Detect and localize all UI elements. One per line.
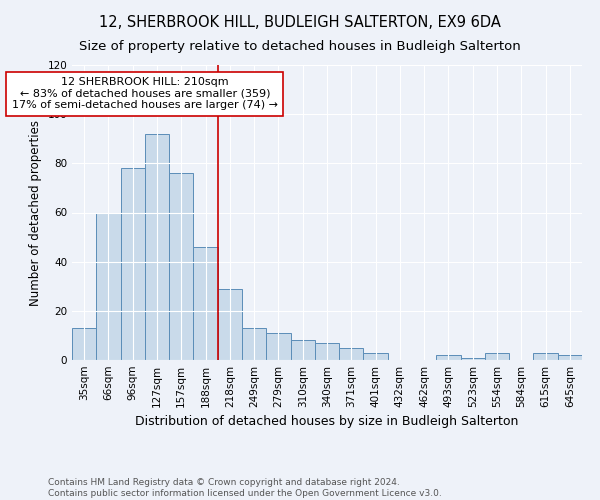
Bar (436, 355, 461, 360)
Bar (485, 352, 509, 360)
Bar (169, 173, 193, 360)
Text: Contains HM Land Registry data © Crown copyright and database right 2024.
Contai: Contains HM Land Registry data © Crown c… (48, 478, 442, 498)
X-axis label: Distribution of detached houses by size in Budleigh Salterton: Distribution of detached houses by size … (136, 416, 518, 428)
Bar (533, 352, 558, 360)
Bar (193, 247, 218, 360)
Bar (218, 288, 242, 360)
Bar (145, 134, 169, 360)
Bar (315, 343, 339, 360)
Text: 12, SHERBROOK HILL, BUDLEIGH SALTERTON, EX9 6DA: 12, SHERBROOK HILL, BUDLEIGH SALTERTON, … (99, 15, 501, 30)
Bar (339, 348, 364, 360)
Bar (266, 333, 290, 360)
Text: Size of property relative to detached houses in Budleigh Salterton: Size of property relative to detached ho… (79, 40, 521, 53)
Text: 12 SHERBROOK HILL: 210sqm
← 83% of detached houses are smaller (359)
17% of semi: 12 SHERBROOK HILL: 210sqm ← 83% of detac… (12, 78, 278, 110)
Bar (72, 328, 96, 360)
Bar (461, 358, 485, 360)
Bar (364, 352, 388, 360)
Bar (121, 168, 145, 360)
Bar (96, 212, 121, 360)
Bar (242, 328, 266, 360)
Bar (558, 355, 582, 360)
Y-axis label: Number of detached properties: Number of detached properties (29, 120, 42, 306)
Bar (290, 340, 315, 360)
